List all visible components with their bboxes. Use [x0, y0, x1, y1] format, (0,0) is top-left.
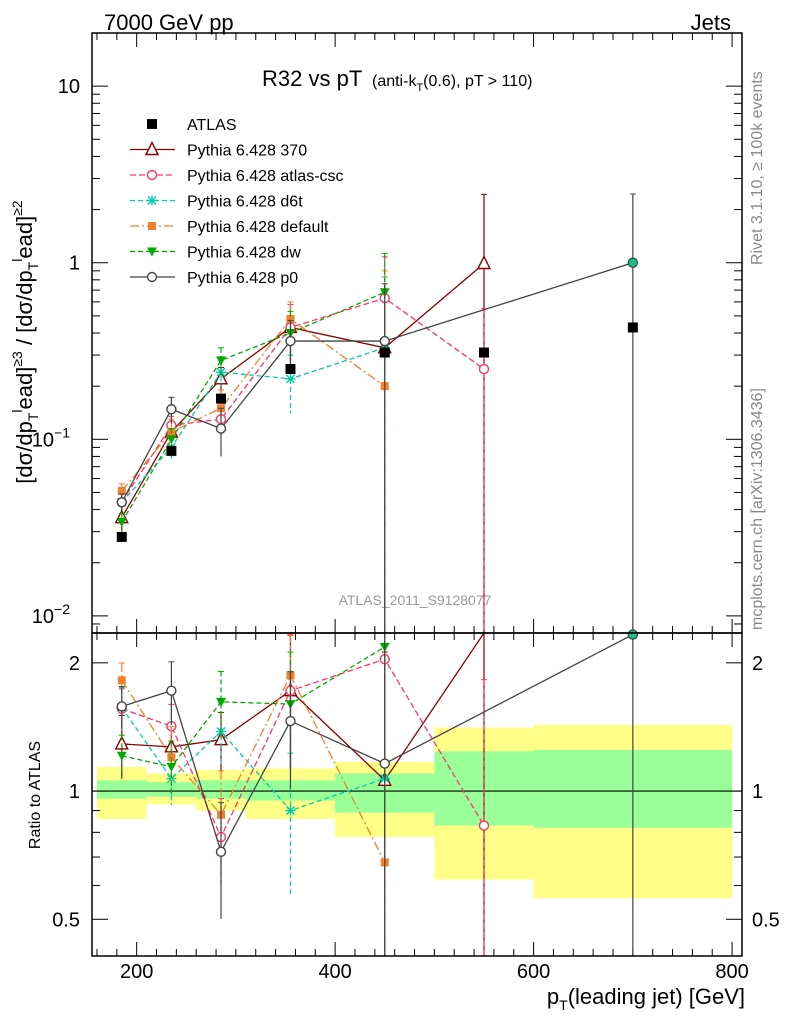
- y-tick-label: 10: [58, 76, 80, 98]
- ratio-band-stat-0: [96, 780, 147, 799]
- ratio-tick-label-left: 1: [69, 781, 80, 803]
- series-point: [166, 404, 177, 415]
- series-point: [476, 254, 492, 270]
- ratio-point: [166, 685, 177, 696]
- ratio-point: [216, 697, 227, 707]
- series-point: [286, 315, 295, 324]
- x-axis-label: pT(leading jet) [GeV]: [547, 984, 745, 1013]
- x-tick-label: 200: [120, 961, 153, 983]
- plot-title: R32 vs pT (anti-kT(0.6), pT > 110): [262, 66, 532, 94]
- legend-marker: [148, 222, 156, 230]
- plot-frames: [91, 32, 743, 957]
- series-point: [116, 518, 127, 528]
- ratio-point: [116, 701, 127, 712]
- ratio-point: [114, 735, 129, 750]
- legend-label: Pythia 6.428 default: [187, 219, 329, 236]
- series-point: [379, 335, 390, 347]
- header-left: 7000 GeV pp: [104, 10, 234, 35]
- atlas-point: [166, 445, 177, 456]
- ratio-point: [285, 805, 296, 816]
- atlas-point: [379, 347, 390, 358]
- ratio-point: [166, 762, 177, 772]
- x-tick-label: 600: [517, 961, 550, 983]
- ratio-point: [215, 846, 227, 858]
- side-text-top: Rivet 3.1.10, ≥ 100k events: [749, 71, 766, 265]
- ratio-point: [285, 715, 296, 727]
- legend-label: ATLAS: [187, 117, 237, 134]
- legend-label: Pythia 6.428 d6t: [187, 194, 303, 211]
- ratio-point: [478, 820, 490, 831]
- y-tick-label: 1: [69, 253, 80, 275]
- y-tick-label: 10−1: [32, 424, 70, 451]
- plot-title-main: R32 vs pT: [262, 66, 362, 91]
- series-line: [121, 291, 386, 523]
- series-line: [121, 262, 634, 503]
- plot-title-cut-pre: (anti-k: [372, 73, 417, 90]
- atlas-data: [116, 322, 638, 542]
- mc-series: [114, 193, 639, 956]
- ratio-point: [117, 676, 126, 685]
- ratio-tick-label-right: 1: [752, 781, 763, 803]
- ratio-tick-label-left: 0.5: [52, 909, 80, 931]
- atlas-point: [627, 322, 638, 333]
- ratio-line: [121, 658, 485, 839]
- legend-marker: [144, 140, 160, 156]
- legend-label: Pythia 6.428 p0: [187, 270, 298, 287]
- ratio-tick-label-right: 2: [752, 653, 763, 675]
- ratio-y-label: Ratio to ATLAS: [27, 741, 44, 849]
- p0-last-point: [627, 257, 638, 268]
- ratio-line: [121, 673, 386, 863]
- legend-marker: [147, 195, 157, 206]
- ratio-series-5: [116, 629, 639, 956]
- x-tick-label: 800: [715, 961, 748, 983]
- legend-label: Pythia 6.428 dw: [187, 245, 301, 262]
- x-tick-label: 400: [318, 961, 351, 983]
- series-3: [117, 270, 389, 633]
- ratio-tick-label-right: 0.5: [752, 909, 780, 931]
- series-point: [116, 497, 127, 508]
- atlas-point: [116, 531, 127, 542]
- ratio-panel-frame: [91, 632, 743, 957]
- ratio-point: [116, 751, 127, 761]
- atlas-point: [478, 347, 489, 358]
- series-4: [116, 252, 390, 532]
- y-tick-label: 10−2: [32, 601, 70, 628]
- legend-label: Pythia 6.428 370: [187, 143, 307, 160]
- ratio-line: [121, 634, 634, 854]
- legend: ATLAS Pythia 6.428 370 Pythia 6.428 atlas-…: [130, 117, 344, 287]
- series-line: [121, 263, 485, 518]
- series-point: [285, 373, 296, 384]
- atlas-point: [216, 393, 227, 404]
- series-point: [478, 363, 490, 375]
- ratio-point: [379, 758, 390, 769]
- series-point: [117, 486, 126, 495]
- legend-marker: [147, 247, 157, 257]
- side-text-bottom: mcplots.cern.ch [arXiv:1306.3436]: [749, 388, 766, 630]
- analysis-watermark: ATLAS_2011_S9128077: [339, 592, 492, 608]
- legend-marker: [147, 119, 157, 129]
- series-point: [285, 335, 296, 347]
- p0-last-ratio-point: [627, 629, 638, 640]
- main-y-label: [dσ/dpTlead]≥3 / [dσ/dpTlead]≥2: [9, 200, 41, 484]
- series-point: [215, 423, 227, 434]
- legend-marker: [146, 271, 158, 283]
- series-line: [121, 347, 385, 503]
- series-line: [121, 297, 485, 503]
- atlas-point: [285, 364, 296, 375]
- plot-title-cut-sub: T: [416, 82, 423, 94]
- series-line: [121, 318, 386, 492]
- legend-marker: [146, 169, 158, 181]
- header-right: Jets: [691, 10, 731, 35]
- ratio-tick-label-left: 2: [69, 653, 80, 675]
- series-point: [166, 435, 177, 445]
- series-point: [216, 356, 227, 366]
- axes-and-ticks: 200 400 600 800 10−2 10−1 1 10 0.5 0.5 1 1 2 2: [32, 32, 780, 983]
- plot-title-cut-post: (0.6), pT > 110): [423, 73, 532, 90]
- legend-label: Pythia 6.428 atlas-csc: [187, 168, 344, 185]
